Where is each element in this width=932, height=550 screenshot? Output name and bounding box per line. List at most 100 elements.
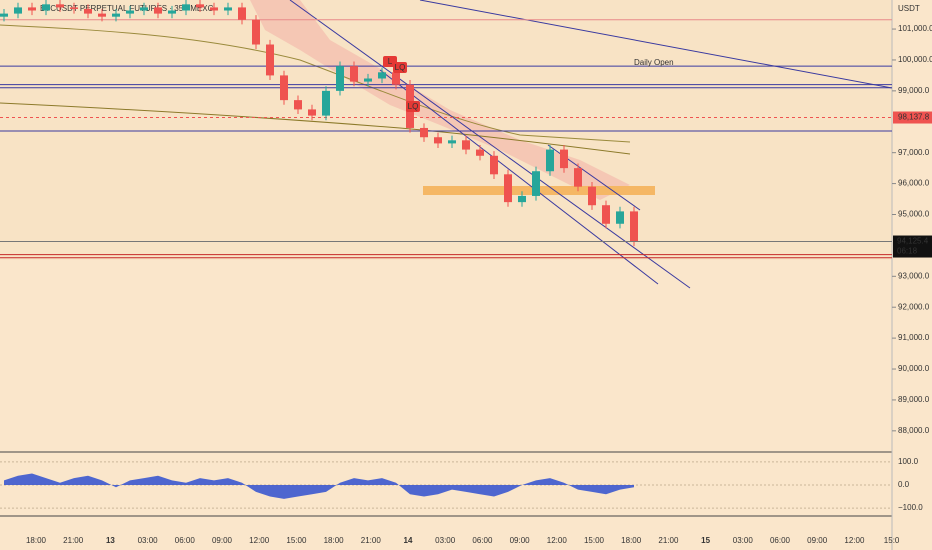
x-tick-label: 18:00 (621, 536, 642, 545)
x-tick-label: 12:00 (547, 536, 568, 545)
x-tick-label: 14 (404, 536, 413, 545)
cloud-band (250, 0, 630, 200)
x-tick-label: 06:00 (175, 536, 196, 545)
moving-average (0, 24, 631, 143)
candle-body (308, 109, 316, 116)
lq-marker-label: LQ (408, 102, 419, 111)
x-tick-label: 15 (701, 536, 710, 545)
candle-body (294, 100, 302, 110)
candle-body (532, 171, 540, 196)
x-tick-label: 12:00 (249, 536, 270, 545)
y-tick-label: 93,000.0 (898, 271, 930, 280)
x-tick-label: 15:00 (286, 536, 307, 545)
y-tick-label: 92,000.0 (898, 302, 930, 311)
candle-body (560, 149, 568, 169)
candle-body (182, 4, 190, 11)
x-tick-label: 18:00 (26, 536, 47, 545)
x-tick-label: 21:00 (361, 536, 382, 545)
candle-body (14, 7, 22, 14)
trend-line (419, 0, 893, 89)
candle-body (546, 149, 554, 172)
y-tick-label: 0.0 (898, 480, 910, 489)
candle-body (504, 174, 512, 203)
x-tick-label: 12:00 (844, 536, 865, 545)
x-tick-label: 09:00 (510, 536, 531, 545)
candle-body (434, 137, 442, 144)
candle-body (84, 8, 92, 14)
y-tick-label: 91,000.0 (898, 333, 930, 342)
candle-body (350, 66, 358, 82)
candle-body (420, 127, 428, 138)
candle-body (210, 7, 218, 11)
trend-line (379, 69, 659, 285)
candle-body (518, 195, 526, 203)
candle-body (70, 7, 78, 9)
lq-marker (406, 101, 420, 112)
x-tick-label: 21:00 (63, 536, 84, 545)
candle-body (280, 75, 288, 101)
candle-body (238, 7, 246, 20)
y-tick-label: −100.0 (898, 503, 923, 512)
candle-body (168, 10, 176, 14)
x-tick-label: 03:00 (138, 536, 159, 545)
candle-body (98, 13, 106, 17)
candle-body (476, 149, 484, 156)
y-tick-label: 99,000.0 (898, 86, 930, 95)
countdown: 06:18 (897, 247, 918, 256)
price-tag-label: 98,137.8 (898, 113, 930, 122)
y-tick-label: 100,000.0 (898, 55, 932, 64)
currency: USDT (898, 4, 920, 13)
y-tick-label: 101,000.0 (898, 24, 932, 33)
candle-body (28, 7, 36, 11)
candle-body (490, 155, 498, 175)
candle-body (224, 7, 232, 11)
candle-body (336, 66, 344, 91)
level-label: Daily Open (634, 58, 674, 67)
x-tick-label: 06:00 (472, 536, 493, 545)
candle-body (322, 90, 330, 116)
x-tick-label: 06:00 (770, 536, 791, 545)
y-tick-label: 96,000.0 (898, 179, 930, 188)
lq-marker-label: L (388, 57, 393, 66)
x-tick-label: 09:00 (212, 536, 233, 545)
candle-body (140, 7, 148, 11)
moving-average (0, 102, 631, 155)
candle-body (462, 140, 470, 150)
lq-marker (393, 62, 407, 73)
candle-body (0, 13, 8, 17)
x-tick-label: 15:00 (584, 536, 605, 545)
candle-body (42, 4, 50, 11)
candle-body (574, 168, 582, 187)
y-tick-label: 95,000.0 (898, 210, 930, 219)
candle-body (252, 19, 260, 45)
candle-body (364, 78, 372, 82)
candle-body (126, 10, 134, 14)
candle-body (392, 72, 400, 85)
candle-body (630, 211, 638, 242)
x-tick-label: 18:00 (324, 536, 345, 545)
x-tick-label: 03:00 (733, 536, 754, 545)
candle-body (112, 13, 120, 17)
x-tick-label: 15:0 (884, 536, 900, 545)
candle-body (154, 7, 162, 14)
candle-body (588, 186, 596, 206)
candle-body (448, 140, 456, 144)
upper-shade (0, 0, 892, 260)
y-tick-label: 88,000.0 (898, 426, 930, 435)
y-tick-label: 89,000.0 (898, 395, 930, 404)
candle-body (378, 72, 386, 79)
candle-body (602, 205, 610, 224)
price-tag (893, 111, 932, 124)
trend-line (289, 0, 691, 289)
oscillator-area (4, 473, 634, 499)
lq-marker-label: LQ (395, 63, 406, 72)
candle-body (56, 4, 64, 8)
y-tick-label: 97,000.0 (898, 148, 930, 157)
y-tick-label: 100.0 (898, 457, 919, 466)
candle-body (196, 4, 204, 8)
y-tick-label: 90,000.0 (898, 364, 930, 373)
candle-body (266, 44, 274, 76)
x-tick-label: 21:00 (658, 536, 679, 545)
x-tick-label: 13 (106, 536, 115, 545)
